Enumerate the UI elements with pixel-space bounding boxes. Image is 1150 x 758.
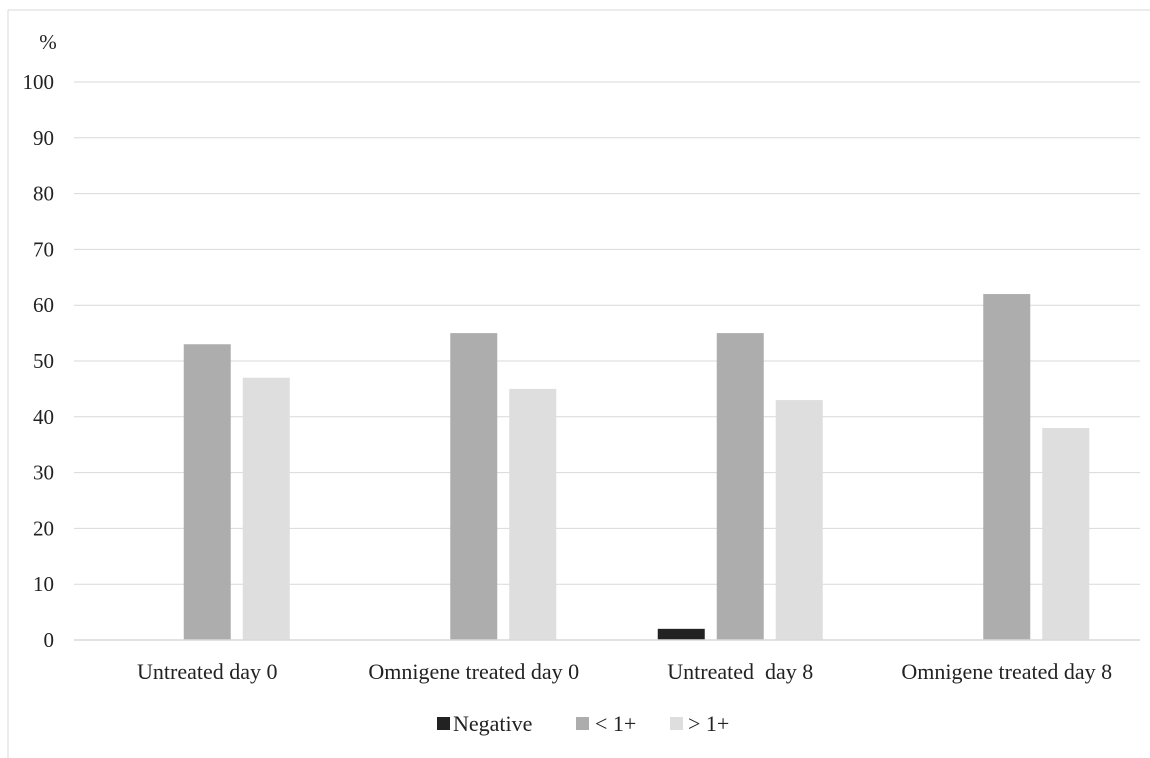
legend-swatch (437, 717, 450, 730)
y-tick-label: 80 (33, 182, 54, 206)
y-tick-label: 50 (33, 349, 54, 373)
y-tick-label: 30 (33, 461, 54, 485)
bars (183, 294, 1090, 640)
y-axis-ticks: 0 10 20 30 40 50 60 70 80 90 100 (23, 70, 55, 652)
y-tick-label: 60 (33, 293, 54, 317)
x-axis-categories: Untreated day 0 Omnigene treated day 0 Unt… (137, 659, 1112, 684)
bar (183, 344, 231, 640)
bar (1042, 427, 1090, 640)
y-tick-label: 0 (44, 628, 55, 652)
gridlines (74, 81, 1140, 585)
bar (242, 377, 290, 640)
y-tick-label: 40 (33, 405, 54, 429)
bar (983, 294, 1031, 640)
bar (657, 628, 705, 640)
legend-swatch (670, 717, 683, 730)
y-tick-label: 90 (33, 126, 54, 150)
bar (509, 388, 557, 640)
bar (775, 400, 823, 640)
x-category-label: Omnigene treated day 0 (368, 659, 579, 684)
x-category-label: Untreated day 8 (667, 659, 813, 684)
legend-label: Negative (453, 711, 532, 736)
bar (716, 333, 764, 640)
y-tick-label: 100 (23, 70, 55, 94)
legend: Negative < 1+ > 1+ (437, 711, 729, 736)
y-tick-label: 20 (33, 516, 54, 540)
legend-swatch (576, 717, 589, 730)
bar (450, 333, 498, 640)
x-category-label: Untreated day 0 (137, 659, 278, 684)
legend-label: < 1+ (595, 711, 636, 736)
legend-label: > 1+ (688, 711, 729, 736)
y-tick-label: 70 (33, 237, 54, 261)
x-category-label: Omnigene treated day 8 (901, 659, 1112, 684)
y-tick-label: 10 (33, 572, 54, 596)
y-unit-label: % (39, 30, 57, 54)
